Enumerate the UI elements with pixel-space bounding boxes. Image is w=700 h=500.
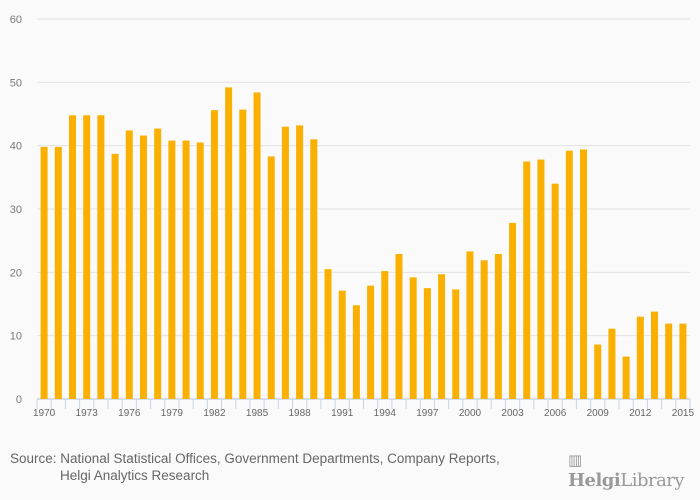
y-tick-label: 20 [10,267,22,279]
bar-2007 [565,150,573,399]
bar-2010 [608,328,616,399]
source-line-2: Helgi Analytics Research [60,468,210,483]
x-tick-label: 1988 [288,408,311,419]
logo-icon: ▥ [568,451,582,469]
y-tick-label: 10 [10,331,22,343]
bar-1984 [239,109,247,400]
bar-1976 [125,130,133,399]
bar-1998 [438,274,446,399]
logo-text-rest: Library [620,470,685,491]
x-tick-label: 1994 [374,408,397,419]
bar-1989 [310,139,318,400]
bar-1974 [97,115,105,400]
y-tick-label: 0 [16,394,22,406]
bar-1995 [395,253,403,399]
x-tick-label: 2006 [544,408,567,419]
bar-2015 [679,323,687,399]
bar-1970 [40,146,48,399]
y-tick-label: 30 [10,204,22,216]
bar-1981 [196,142,204,399]
bar-1983 [225,87,233,400]
bar-1975 [111,153,119,399]
bar-2012 [636,316,644,399]
source-line-1: Source: National Statistical Offices, Go… [10,451,500,466]
x-tick-label: 1970 [33,408,56,419]
x-tick-label: 2000 [459,408,482,419]
bar-2014 [665,323,673,399]
bar-1977 [139,135,147,400]
bar-1972 [68,115,76,400]
bar-2002 [494,253,502,399]
bar-2000 [466,251,474,399]
helgi-library-logo[interactable]: ▥ HelgiLibrary [568,449,700,491]
y-tick-label: 40 [10,141,22,153]
bar-2006 [551,183,559,399]
x-tick-label: 2009 [587,408,610,419]
bar-1993 [367,285,375,399]
bar-1992 [352,305,360,399]
x-tick-label: 1982 [203,408,226,419]
bar-2008 [580,149,588,399]
bar-2005 [537,159,545,399]
bar-1980 [182,140,190,399]
x-tick-label: 1985 [246,408,269,419]
bar-1979 [168,140,176,399]
bar-1997 [423,288,431,399]
x-tick-label: 1997 [416,408,439,419]
x-tick-label: 1979 [161,408,184,419]
bar-2003 [509,222,517,399]
x-tick-label: 1991 [331,408,354,419]
bar-chart: 0 10 20 30 40 50 60 1970 1973 1976 1979 1982 1985 198… [10,14,695,419]
source-note: Source: National Statistical Offices, Go… [10,450,500,484]
y-tick-label: 50 [10,77,22,89]
bar-1987 [281,126,289,400]
bar-1986 [267,156,275,399]
bar-1996 [409,277,417,399]
bar-1988 [296,125,304,400]
bar-1971 [54,146,62,399]
bar-1990 [324,269,332,399]
bar-2004 [523,161,531,399]
x-tick-label: 2015 [672,408,695,419]
x-tick-label: 1973 [76,408,99,419]
bar-2001 [480,260,488,399]
logo-text-bold: Helgi [568,470,621,491]
x-tick-label: 1976 [118,408,141,419]
y-tick-label: 60 [10,14,22,26]
x-tick-label: 2012 [629,408,652,419]
x-tick-label: 2003 [501,408,524,419]
bar-2013 [651,311,659,399]
bar-1994 [381,271,389,399]
bar-1978 [154,128,162,400]
bar-1973 [83,115,91,400]
bar-2009 [594,344,602,399]
bar-1991 [338,290,346,399]
bar-1999 [452,289,460,399]
bar-1985 [253,92,261,399]
bar-2011 [622,356,630,399]
bar-1982 [210,110,218,399]
